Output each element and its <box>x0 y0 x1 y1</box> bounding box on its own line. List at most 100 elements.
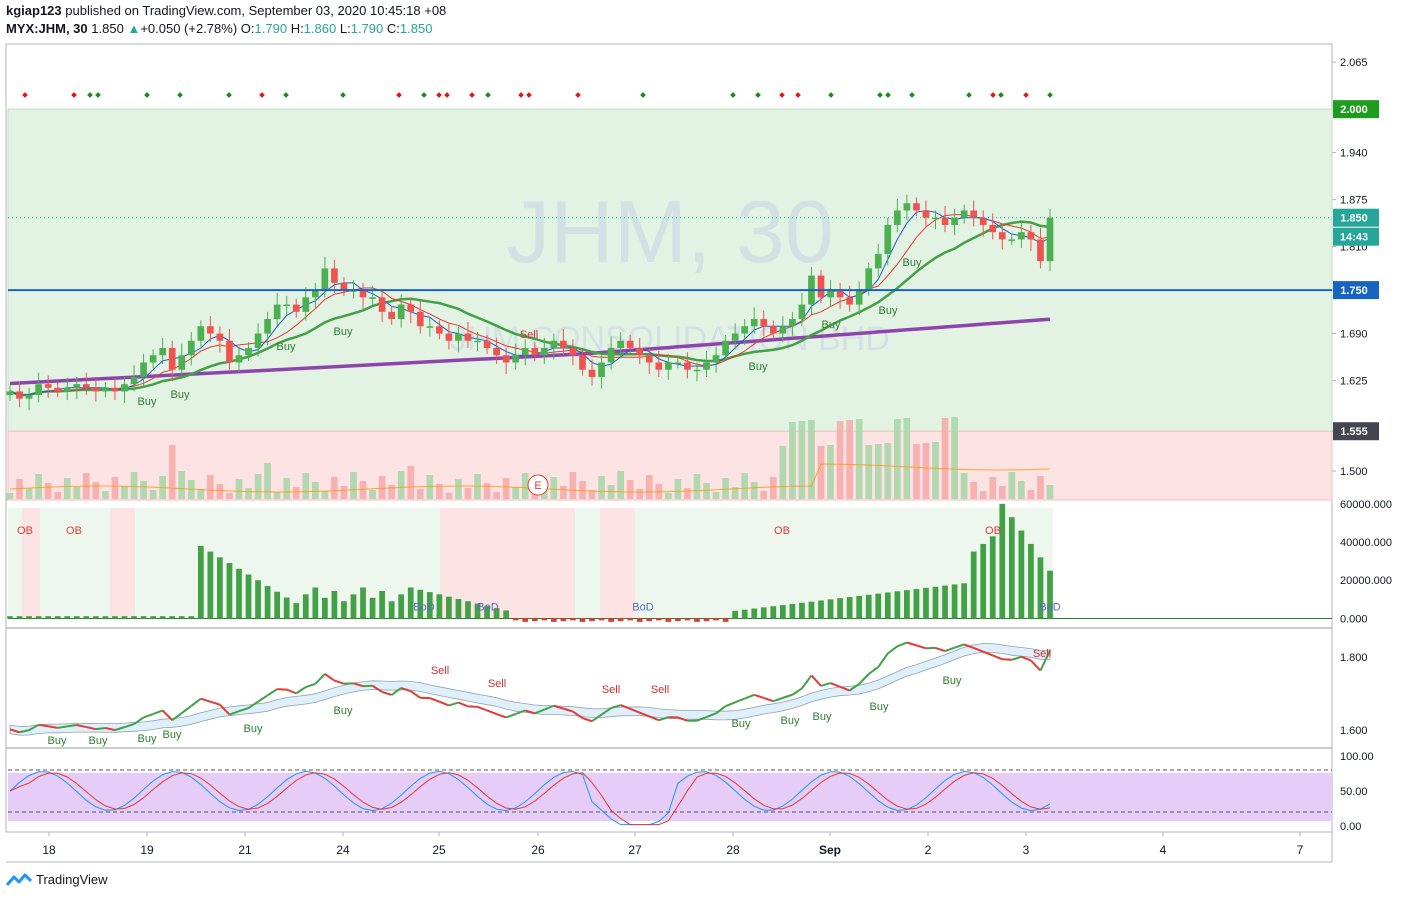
price-line-segment <box>725 701 736 708</box>
price-label-box <box>1333 422 1379 441</box>
price-line-segment <box>57 725 68 729</box>
high-value: 1.860 <box>303 21 337 36</box>
osc-bar <box>312 587 319 619</box>
volume-bar <box>149 490 157 499</box>
osc-red-zone <box>22 508 40 619</box>
price-line-segment <box>801 674 813 689</box>
osc-bod-label: BoD <box>477 601 498 613</box>
osc-bar <box>455 598 462 619</box>
price-line-segment <box>477 705 488 712</box>
line-signal-label: Buy <box>89 735 108 747</box>
candle-body <box>292 304 300 312</box>
price-line-segment <box>887 645 898 655</box>
price-label-text: 1.850 <box>1340 213 1368 225</box>
candle-body <box>340 282 348 291</box>
signal-dot <box>795 92 801 98</box>
volume-bar <box>44 483 52 499</box>
price-line-segment <box>610 704 621 710</box>
price-line-segment <box>944 646 955 652</box>
line-signal-label: Buy <box>943 675 962 687</box>
osc-bar <box>789 603 796 619</box>
volume-bar <box>197 489 205 499</box>
volume-bar <box>932 442 939 499</box>
osc-bar <box>961 583 967 619</box>
volume-bar <box>588 490 596 499</box>
osc-bar <box>131 616 137 619</box>
price-line-segment <box>229 710 240 716</box>
price-line-segment <box>67 723 77 728</box>
volume-bar <box>808 420 815 499</box>
candle-body <box>922 210 930 218</box>
author[interactable]: kgiap123 <box>6 3 62 18</box>
signal-dot <box>22 92 28 98</box>
osc-bar <box>636 618 643 622</box>
volume-bar <box>273 492 281 499</box>
volume-bar <box>388 485 395 499</box>
volume-bar <box>1037 476 1044 499</box>
candle-body <box>6 391 14 396</box>
volume-bar <box>16 479 23 499</box>
osc-bar <box>407 587 414 619</box>
osc-bar <box>159 616 166 619</box>
price-line-segment <box>410 690 421 699</box>
symbol-name[interactable]: MYX:JHM, 30 <box>6 21 88 36</box>
line-signal-label: Sell <box>431 665 449 677</box>
volume-bar <box>407 466 415 499</box>
volume-bar <box>35 474 42 499</box>
volume-bar <box>168 445 176 499</box>
stochastic-band <box>8 772 1332 822</box>
time-tick-label: 25 <box>432 843 446 857</box>
price-line-segment <box>295 686 307 695</box>
osc-bar <box>846 597 853 619</box>
ma-long-line <box>9 317 1051 386</box>
signal-dot <box>396 92 402 98</box>
price-line-segment <box>267 688 278 697</box>
osc-bar <box>302 594 309 619</box>
price-line-segment <box>1021 655 1032 662</box>
osc-bar <box>112 616 118 619</box>
price-line-segment <box>1030 659 1042 672</box>
candle-body <box>836 290 844 298</box>
osc-bar <box>913 589 920 619</box>
signal-dot <box>966 92 972 98</box>
osc-bar <box>45 616 52 619</box>
candle-body <box>750 319 758 327</box>
signal-dot <box>283 92 289 98</box>
candle-body <box>827 290 834 298</box>
candle-body <box>168 348 176 370</box>
osc-bar <box>617 618 624 622</box>
volume-bar <box>579 481 586 499</box>
candle-body <box>63 387 71 392</box>
candle-body <box>674 362 682 364</box>
price-line-segment <box>744 693 755 700</box>
price-line-segment <box>830 682 841 688</box>
osc-bar <box>102 616 109 619</box>
volume-bar <box>569 472 577 499</box>
price-line-segment <box>524 709 536 715</box>
volume-bar <box>722 478 729 499</box>
price-label-text: 1.750 <box>1340 285 1368 297</box>
tradingview-footer[interactable]: TradingView <box>6 872 108 887</box>
volume-bar <box>54 492 62 499</box>
volume-bar <box>216 484 224 499</box>
candle-body <box>187 340 195 356</box>
price-line-segment <box>505 713 517 719</box>
osc-bar <box>522 618 529 622</box>
volume-bar <box>560 486 567 499</box>
candle-body <box>226 340 233 363</box>
candle-body <box>521 348 529 356</box>
candle-body <box>474 340 481 343</box>
candle-body <box>540 348 548 356</box>
volume-bar <box>111 477 119 499</box>
signal-dot <box>518 92 524 98</box>
candle-body <box>865 268 873 291</box>
time-tick-label: 19 <box>140 843 154 857</box>
candle-body <box>149 355 157 363</box>
price-line-segment <box>314 673 326 685</box>
candle-body <box>903 203 911 211</box>
line-signal-label: Buy <box>334 705 353 717</box>
signal-dot <box>469 92 475 98</box>
main-signal-label: Buy <box>822 319 841 331</box>
price-line-segment <box>916 644 927 650</box>
